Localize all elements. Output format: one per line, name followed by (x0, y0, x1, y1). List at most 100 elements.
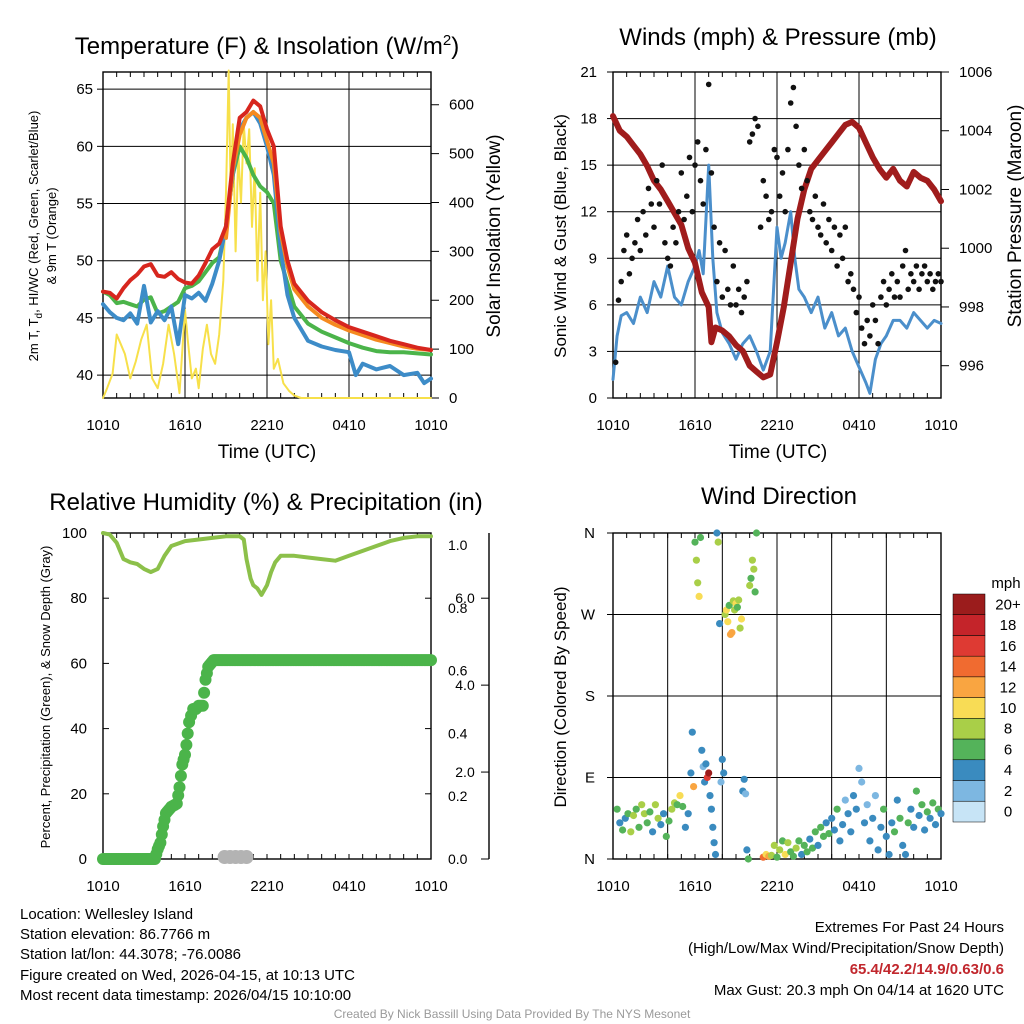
gust-point (801, 146, 808, 153)
temperature-y-tick-label: 45 (76, 310, 93, 327)
gust-point (612, 359, 619, 366)
wind-direction-point (822, 819, 830, 827)
station-latlon: Station lat/lon: 44.3078; -76.0086 (20, 946, 242, 964)
wind-direction-point (646, 808, 654, 816)
gust-point (793, 123, 799, 130)
wind-direction-point (852, 805, 860, 813)
extremes-legend: (High/Low/Max Wind/Precipitation/Snow De… (688, 940, 1004, 957)
temperature-series-solar-insolation (102, 69, 432, 399)
wind-direction-x-tick-label: 1010 (596, 878, 629, 895)
gust-point (807, 208, 813, 215)
humidity-series-rh (101, 531, 433, 597)
wind-direction-point (662, 832, 670, 841)
gust-point (678, 170, 685, 176)
wind-direction-point (896, 814, 904, 822)
wind-direction-point (795, 837, 803, 845)
wind-direction-point (688, 728, 696, 736)
gust-point (714, 278, 720, 285)
extremes-values: 65.4/42.2/14.9/0.63/0.6 (849, 961, 1004, 978)
gust-point (790, 84, 797, 91)
colorbar-label: 18 (1000, 617, 1017, 634)
colorbar-swatch (952, 655, 986, 678)
gust-point (684, 193, 690, 199)
gust-point (711, 224, 717, 230)
wind-direction-y-tick-label: W (581, 607, 596, 624)
wind-direction-point (638, 801, 646, 809)
wind-direction-point (681, 823, 690, 831)
wind-direction-point (773, 853, 781, 861)
gust-point (618, 278, 624, 285)
wind-direction-point (716, 620, 724, 628)
winds-y-tick-label: 9 (589, 250, 597, 267)
wind-direction-point (915, 811, 923, 820)
temperature-x-label: Time (UTC) (218, 442, 317, 463)
gust-point (656, 201, 663, 207)
wind-direction-point (806, 835, 814, 843)
gust-point (686, 154, 693, 161)
wind-direction-point (694, 579, 702, 587)
credit-line: Created By Nick Bassill Using Data Provi… (333, 1007, 691, 1021)
wind-direction-point (800, 841, 808, 850)
temperature-y-tick-label: 65 (76, 81, 93, 98)
temperature-y-label-line1: 2m T, Td, HI/WC (Red, Green, Scarlet/Blu… (26, 111, 45, 362)
wind-direction-point (937, 810, 945, 818)
wind-direction-point (890, 828, 899, 836)
gust-point (774, 154, 780, 161)
gust-point (891, 294, 898, 300)
wind-direction-point (792, 844, 800, 852)
wind-direction-point (698, 746, 706, 754)
winds-y2-tick-label: 1000 (959, 240, 992, 257)
gust-point (730, 263, 737, 269)
wind-direction-point (711, 850, 720, 859)
wind-direction-point (635, 823, 643, 831)
wind-direction-point (833, 805, 841, 813)
gust-point (919, 271, 925, 277)
gust-point (653, 177, 660, 184)
humidity-panel: Relative Humidity (%) & Precipitation (i… (38, 489, 490, 895)
gust-point (705, 81, 712, 88)
wind-direction-point (742, 790, 750, 798)
gust-point (615, 297, 622, 304)
wind-direction-point (706, 792, 714, 800)
colorbar-label: 16 (1000, 638, 1017, 655)
wind-direction-point (629, 811, 638, 820)
precip-axis-tick-label: 0.0 (448, 851, 468, 867)
precip-point (174, 769, 187, 782)
gust-point (651, 224, 657, 230)
gust-point (921, 263, 928, 269)
wind-direction-y-label: Direction (Colored By Speed) (551, 586, 570, 807)
gust-point (621, 247, 627, 254)
winds-x-tick-label: 2210 (760, 417, 793, 434)
wind-direction-point (858, 778, 866, 786)
wind-direction-point (901, 850, 910, 859)
wind-direction-point (679, 802, 687, 811)
gust-point (766, 216, 772, 223)
gust-point (902, 247, 909, 254)
gust-point (708, 170, 715, 176)
colorbar-swatch (952, 593, 986, 615)
gust-point (927, 271, 933, 277)
gust-point (692, 162, 698, 168)
wind-direction-point (921, 826, 929, 834)
wind-direction-point (828, 814, 836, 822)
winds-title: Winds (mph) & Pressure (mb) (619, 24, 936, 51)
gust-point (746, 139, 753, 145)
temperature-y2-tick-label: 500 (449, 146, 474, 163)
temperature-y-tick-label: 55 (76, 196, 93, 213)
winds-y2-tick-label: 1006 (959, 64, 992, 81)
wind-direction-point (880, 805, 888, 813)
station-elevation: Station elevation: 86.7766 m (20, 926, 211, 944)
wind-direction-point (691, 538, 699, 546)
wind-direction-point (811, 828, 819, 836)
humidity-y-tick-label: 80 (70, 590, 87, 607)
gust-point (727, 302, 734, 308)
wind-direction-point (899, 841, 907, 850)
wind-direction-point (869, 814, 877, 822)
temperature-x-tick-label: 1610 (168, 417, 201, 434)
humidity-x-tick-label: 1610 (168, 878, 201, 895)
wind-direction-point (710, 839, 718, 847)
wind-direction-point (923, 808, 931, 816)
wind-direction-point (709, 823, 717, 831)
colorbar-swatch (952, 635, 986, 657)
gust-point (913, 263, 920, 269)
